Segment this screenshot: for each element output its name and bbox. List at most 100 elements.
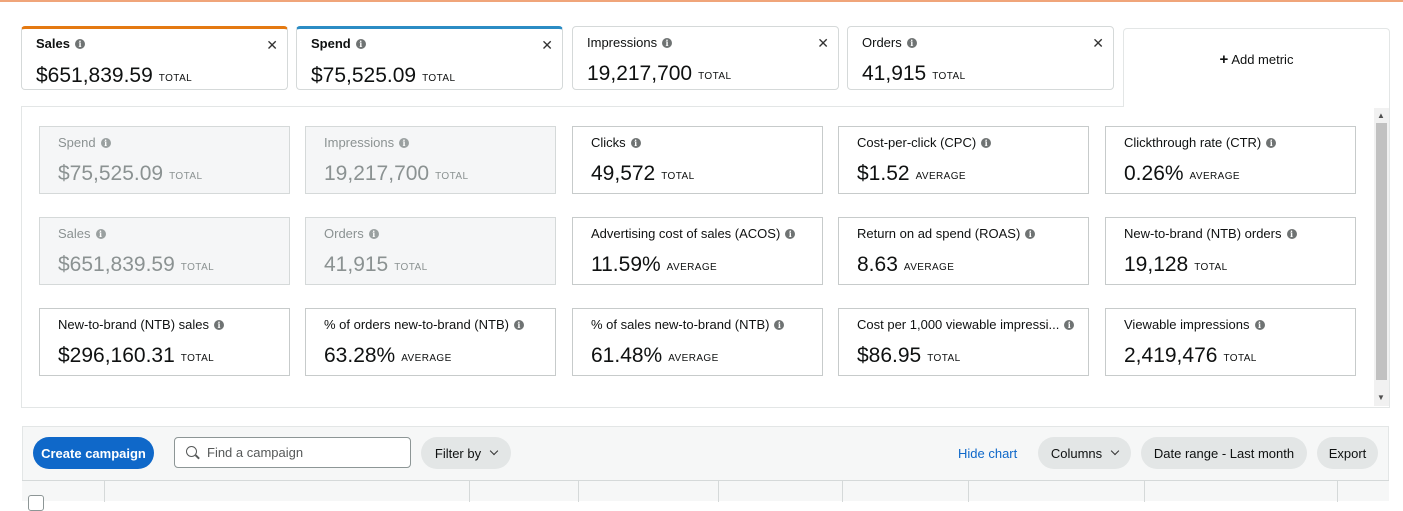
metric-card[interactable]: New-to-brand (NTB) orders i 19,128 TOTAL (1105, 217, 1356, 285)
info-icon[interactable]: i (981, 137, 992, 148)
info-icon[interactable]: i (513, 319, 524, 330)
metric-card[interactable]: Cost-per-click (CPC) i $1.52 AVERAGE (838, 126, 1089, 194)
info-icon[interactable]: i (95, 228, 106, 239)
metric-card-value: 19,217,700 (324, 162, 430, 185)
metric-card-unit: TOTAL (927, 353, 961, 364)
scroll-up-icon[interactable]: ▲ (1377, 111, 1385, 120)
metric-card-unit: AVERAGE (666, 262, 718, 273)
add-metric-button[interactable]: + Add metric (1124, 51, 1389, 68)
date-range-button[interactable]: Date range - Last month (1141, 437, 1307, 469)
metric-card[interactable]: Cost per 1,000 viewable impressi... i $86.… (838, 308, 1089, 376)
metric-card[interactable]: % of orders new-to-brand (NTB) i 63.28% AVE… (305, 308, 556, 376)
info-icon[interactable]: i (214, 319, 224, 330)
metric-card[interactable]: % of sales new-to-brand (NTB) i 61.48% AVER… (572, 308, 823, 376)
close-icon[interactable]: ✕ (266, 37, 278, 53)
metric-card-label: Spend (58, 135, 96, 150)
metric-tab-orders[interactable]: Orders i 41,915 TOTAL ✕ (847, 26, 1114, 90)
metric-card[interactable]: Clickthrough rate (CTR) i 0.26% AVERAGE (1105, 126, 1356, 194)
top-accent-line (0, 0, 1403, 2)
export-button[interactable]: Export (1317, 437, 1378, 469)
metric-card-value: 0.26% (1124, 162, 1184, 185)
scroll-down-icon[interactable]: ▼ (1377, 393, 1385, 402)
metric-card-label: Return on ad spend (ROAS) (857, 226, 1021, 241)
metric-card[interactable]: Clicks i 49,572 TOTAL (572, 126, 823, 194)
info-icon[interactable]: i (368, 228, 379, 239)
info-icon[interactable]: i (1025, 228, 1036, 239)
metric-card-value: 61.48% (591, 344, 663, 367)
metric-card-value: $296,160.31 (58, 344, 175, 367)
metric-card-label: Advertising cost of sales (ACOS) (591, 226, 781, 241)
info-icon[interactable]: i (1254, 319, 1265, 330)
info-icon[interactable]: i (785, 228, 796, 239)
metric-tab-impressions[interactable]: Impressions i 19,217,700 TOTAL ✕ (572, 26, 839, 90)
search-box[interactable] (174, 437, 411, 468)
metric-tab-unit: TOTAL (422, 73, 456, 84)
table-header (22, 480, 1389, 511)
scrollbar-thumb[interactable] (1376, 123, 1387, 380)
close-icon[interactable]: ✕ (1092, 35, 1104, 51)
metric-card-unit: TOTAL (180, 353, 215, 364)
metric-card-unit: TOTAL (169, 171, 203, 182)
hide-chart-link[interactable]: Hide chart (958, 446, 1018, 461)
metric-card-value: $86.95 (857, 344, 922, 367)
info-icon[interactable]: i (355, 38, 366, 49)
metric-tab-label: Spend (311, 36, 351, 51)
close-icon[interactable]: ✕ (541, 37, 553, 53)
info-icon[interactable]: i (662, 37, 673, 48)
column-divider (968, 481, 969, 502)
metric-card[interactable]: Impressions i 19,217,700 TOTAL (305, 126, 556, 194)
metric-card-label: Viewable impressions (1124, 317, 1250, 332)
metric-card[interactable]: Advertising cost of sales (ACOS) i 11.59% A… (572, 217, 823, 285)
metric-tab-unit: TOTAL (932, 71, 966, 82)
metric-tab-spend[interactable]: Spend i $75,525.09 TOTAL ✕ (296, 26, 563, 90)
search-input[interactable] (205, 438, 405, 467)
metric-tab-label: Sales (36, 36, 70, 51)
metric-card-value: 2,419,476 (1124, 344, 1218, 367)
column-divider (578, 481, 579, 502)
metric-card-unit: AVERAGE (915, 171, 966, 182)
metric-card[interactable]: Viewable impressions i 2,419,476 TOTAL (1105, 308, 1356, 376)
metric-card-value: 49,572 (591, 162, 656, 185)
info-icon[interactable]: i (1266, 137, 1277, 148)
metric-card-label: Cost per 1,000 viewable impressi... (857, 317, 1060, 332)
info-icon[interactable]: i (906, 37, 917, 48)
info-icon[interactable]: i (399, 137, 410, 148)
metric-card-value: 19,128 (1124, 253, 1189, 276)
info-icon[interactable]: i (1064, 319, 1075, 330)
metric-card-label: Sales (58, 226, 91, 241)
metric-tab-sales[interactable]: Sales i $651,839.59 TOTAL ✕ (21, 26, 288, 90)
metric-card-value: 8.63 (857, 253, 898, 276)
info-icon[interactable]: i (630, 137, 641, 148)
filter-by-button[interactable]: Filter by (421, 437, 511, 469)
column-divider (842, 481, 843, 502)
metric-card[interactable]: Spend i $75,525.09 TOTAL (39, 126, 290, 194)
metric-card[interactable]: Return on ad spend (ROAS) i 8.63 AVERAGE (838, 217, 1089, 285)
panel-scrollbar[interactable]: ▲ ▼ (1374, 108, 1389, 406)
metric-card-unit: TOTAL (661, 171, 695, 182)
info-icon[interactable]: i (74, 38, 85, 49)
add-metric-box: + Add metric (1123, 28, 1390, 107)
create-campaign-button[interactable]: Create campaign (33, 437, 154, 469)
chevron-down-icon (489, 446, 499, 456)
metric-tab-label: Impressions (587, 35, 658, 50)
metric-card-label: New-to-brand (NTB) orders (1124, 226, 1282, 241)
info-icon[interactable]: i (774, 319, 785, 330)
info-icon[interactable]: i (1286, 228, 1297, 239)
metric-tab-value: $75,525.09 (311, 64, 417, 87)
metric-card-unit: TOTAL (180, 262, 215, 273)
metric-card-label: Clickthrough rate (CTR) (1124, 135, 1262, 150)
columns-button[interactable]: Columns (1038, 437, 1131, 469)
metric-card[interactable]: New-to-brand (NTB) sales i $296,160.31 TOTA… (39, 308, 290, 376)
chevron-down-icon (1110, 446, 1120, 456)
metric-tab-label: Orders (862, 35, 902, 50)
metric-card-unit: AVERAGE (668, 353, 719, 364)
metric-card-label: % of sales new-to-brand (NTB) (591, 317, 770, 332)
metric-card[interactable]: Sales i $651,839.59 TOTAL (39, 217, 290, 285)
select-all-checkbox[interactable] (28, 495, 44, 511)
metric-card-value: $651,839.59 (58, 253, 175, 276)
column-divider (718, 481, 719, 502)
info-icon[interactable]: i (100, 137, 111, 148)
metric-card[interactable]: Orders i 41,915 TOTAL (305, 217, 556, 285)
close-icon[interactable]: ✕ (817, 35, 829, 51)
metric-card-label: % of orders new-to-brand (NTB) (324, 317, 509, 332)
